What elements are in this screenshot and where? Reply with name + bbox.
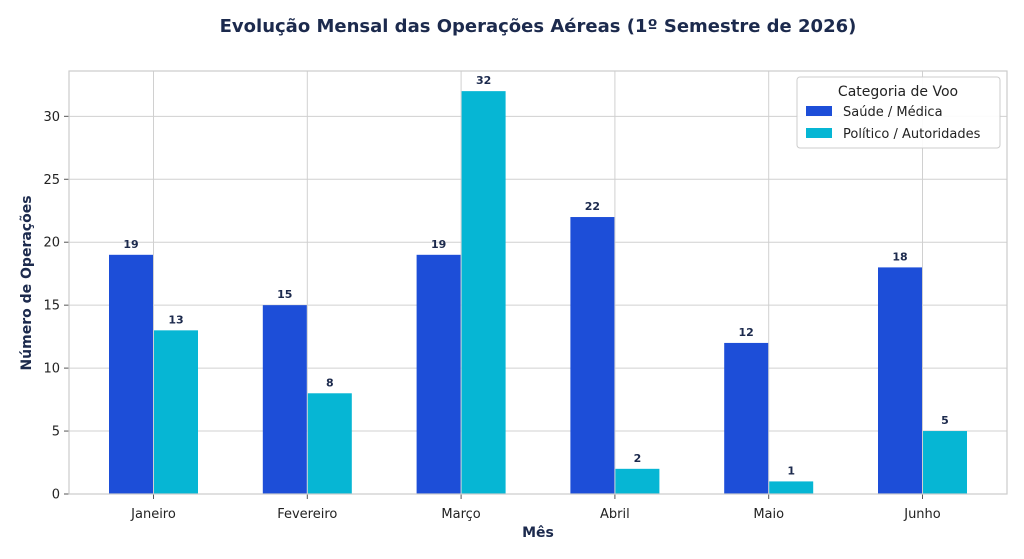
bar <box>615 468 660 494</box>
bar-value-label: 1 <box>787 464 795 477</box>
bar <box>262 305 307 494</box>
legend-title: Categoria de Voo <box>838 84 958 100</box>
bar-value-label: 5 <box>941 414 949 427</box>
bar <box>570 217 615 495</box>
x-tick-label: Março <box>441 507 480 522</box>
x-tick-label: Janeiro <box>130 507 176 522</box>
x-tick-label: Fevereiro <box>277 507 337 522</box>
bar-value-label: 18 <box>892 250 907 263</box>
plot-frame <box>68 70 1008 495</box>
bar-value-label: 32 <box>476 74 491 87</box>
x-axis-label: Mês <box>522 525 554 541</box>
y-tick-label: 15 <box>43 299 60 314</box>
bars <box>109 91 967 495</box>
bar <box>307 393 352 494</box>
bar <box>724 342 769 494</box>
bar <box>769 481 814 494</box>
bar-value-label: 2 <box>634 452 642 465</box>
chart-title: Evolução Mensal das Operações Aéreas (1º… <box>220 16 857 37</box>
axis-ticks: 0 5 10 15 20 25 30 Janeiro Fevereiro Março Abril Ma… <box>43 110 940 522</box>
bar-value-label: 22 <box>585 200 600 213</box>
y-tick-label: 10 <box>43 362 60 377</box>
bar <box>416 254 461 494</box>
y-axis-label: Número de Operações <box>19 195 35 370</box>
bar-value-label: 19 <box>431 238 446 251</box>
bar-value-label: 19 <box>123 238 138 251</box>
legend-label-saude: Saúde / Médica <box>843 105 943 120</box>
legend-label-politico: Político / Autoridades <box>843 127 981 142</box>
bar-value-label: 15 <box>277 288 292 301</box>
y-tick-label: 30 <box>43 110 60 125</box>
y-tick-label: 25 <box>43 173 60 188</box>
legend-swatch-politico <box>806 128 832 138</box>
bar-value-label: 8 <box>326 376 334 389</box>
y-tick-label: 5 <box>52 425 60 440</box>
y-tick-label: 0 <box>52 488 60 503</box>
bar <box>461 91 506 495</box>
x-tick-label: Maio <box>753 507 784 522</box>
bar-value-label: 12 <box>739 326 754 339</box>
bar <box>154 330 198 494</box>
legend-swatch-saude <box>806 106 832 116</box>
bar <box>878 267 922 494</box>
y-tick-label: 20 <box>43 236 60 251</box>
grid <box>69 71 1007 495</box>
bar <box>923 431 967 494</box>
bar <box>109 254 153 494</box>
legend: Categoria de Voo Saúde / Médica Político… <box>796 76 1001 149</box>
x-tick-label: Junho <box>903 507 941 522</box>
bar-value-label: 13 <box>168 313 183 326</box>
legend-box <box>796 76 1001 149</box>
x-tick-label: Abril <box>600 507 630 522</box>
